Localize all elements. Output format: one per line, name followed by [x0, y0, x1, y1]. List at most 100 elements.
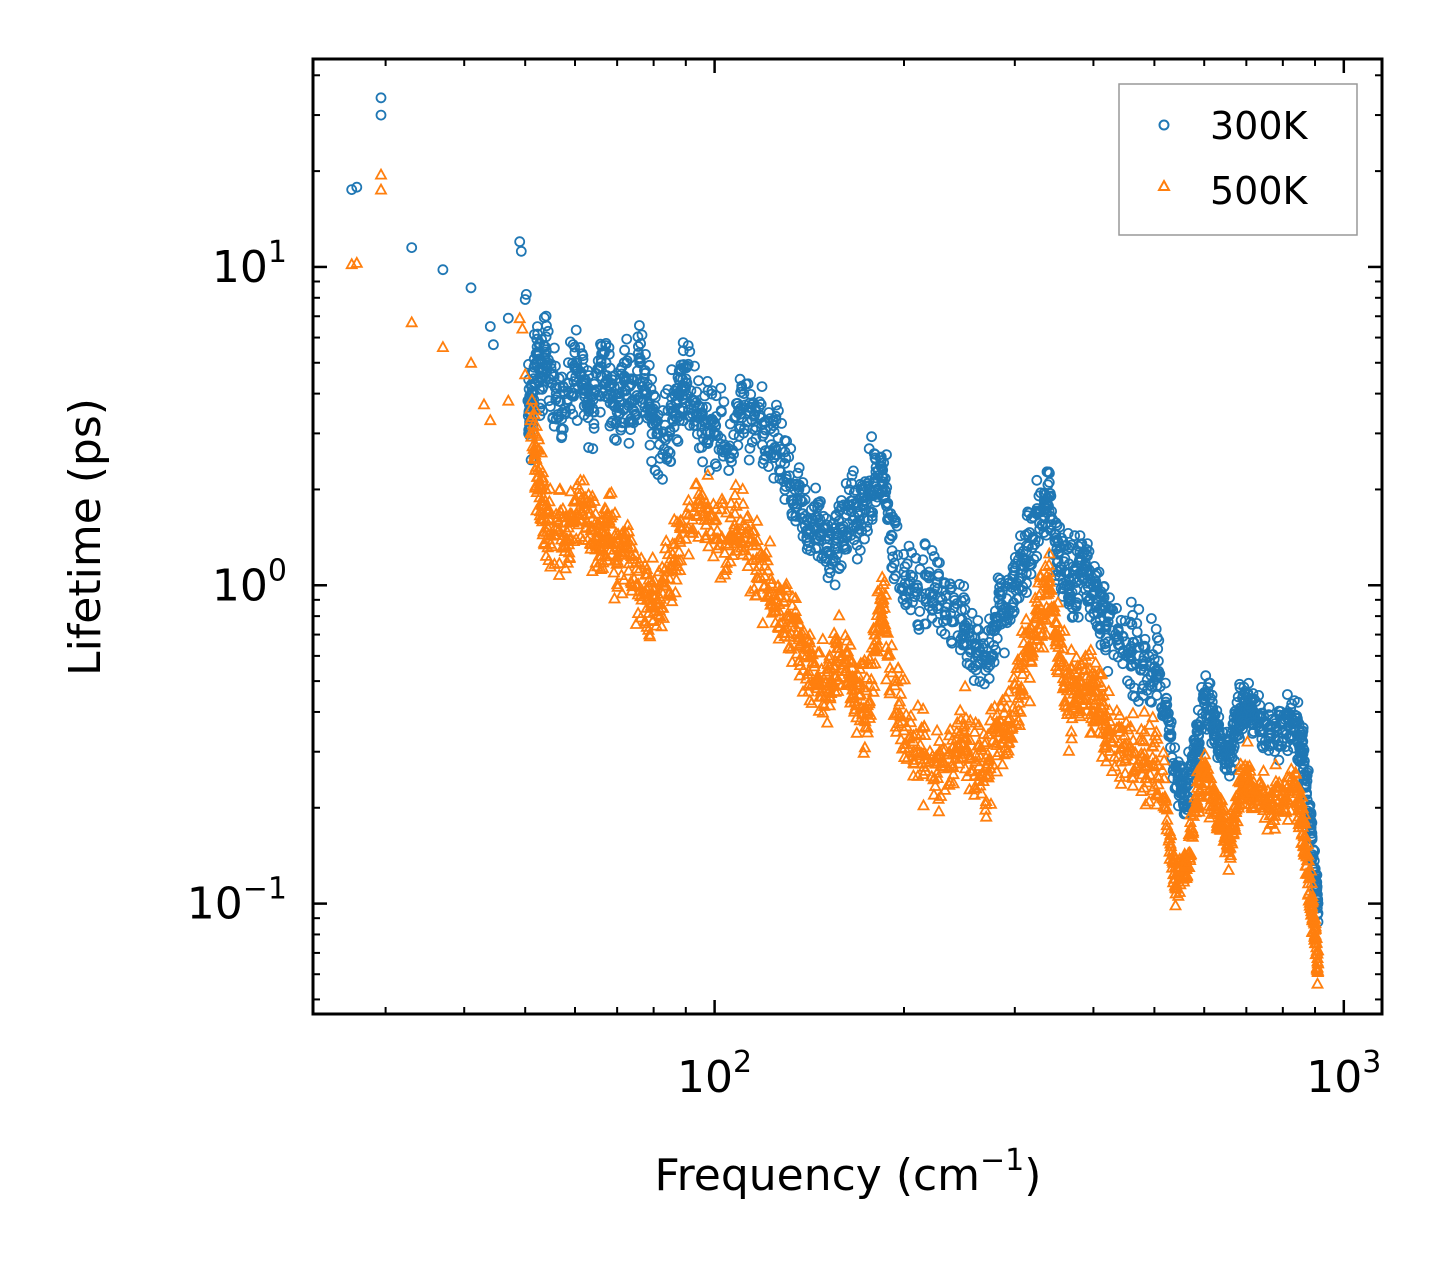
point-300K: [1297, 748, 1309, 760]
point-300K: [961, 617, 973, 629]
point-500K: [646, 550, 660, 563]
point-300K: [1110, 628, 1121, 640]
point-500K: [624, 574, 638, 587]
point-300K: [863, 443, 875, 455]
point-300K: [553, 373, 565, 384]
point-300K: [520, 288, 532, 300]
point-300K: [903, 540, 915, 552]
point-300K: [987, 650, 999, 662]
point-300K: [611, 434, 622, 446]
data-points: [345, 92, 1325, 989]
point-500K: [618, 525, 633, 538]
point-300K: [830, 555, 841, 567]
point-300K: [793, 462, 805, 474]
point-500K: [650, 607, 665, 620]
point-500K: [647, 599, 661, 612]
point-300K: [862, 525, 873, 537]
point-300K: [569, 341, 581, 353]
point-300K: [542, 325, 554, 337]
point-300K: [885, 508, 897, 519]
point-500K: [525, 410, 539, 422]
point-300K: [743, 454, 755, 466]
point-500K: [661, 547, 675, 560]
point-300K: [1213, 711, 1225, 723]
point-500K: [596, 555, 610, 568]
point-300K: [1203, 677, 1215, 689]
point-300K: [1069, 530, 1080, 542]
point-300K: [740, 378, 752, 390]
point-300K: [1043, 505, 1055, 517]
point-300K: [1127, 609, 1139, 621]
point-300K: [578, 409, 590, 421]
point-300K: [1031, 551, 1043, 562]
point-500K: [608, 505, 622, 518]
point-300K: [821, 545, 833, 557]
point-300K: [1002, 607, 1014, 618]
point-500K: [534, 478, 548, 490]
point-300K: [919, 538, 931, 550]
point-300K: [1082, 596, 1094, 607]
point-500K: [529, 402, 543, 415]
point-500K: [579, 521, 593, 533]
point-300K: [1257, 742, 1269, 754]
point-300K: [1164, 730, 1176, 741]
point-300K: [577, 350, 589, 362]
point-300K: [1015, 530, 1026, 542]
point-300K: [801, 535, 813, 546]
point-300K: [864, 475, 875, 487]
point-300K: [973, 642, 985, 653]
point-300K: [710, 390, 722, 402]
point-500K: [600, 553, 614, 565]
point-500K: [542, 494, 556, 507]
point-300K: [1029, 539, 1041, 550]
point-300K: [792, 467, 804, 479]
point-300K: [1044, 467, 1055, 479]
point-300K: [1146, 696, 1157, 708]
point-300K: [912, 619, 924, 630]
point-300K: [1001, 617, 1013, 629]
point-300K: [1226, 752, 1238, 763]
point-300K: [1253, 717, 1265, 729]
point-300K: [1211, 705, 1223, 717]
point-300K: [587, 443, 599, 455]
point-300K: [639, 372, 650, 384]
point-300K: [797, 477, 809, 488]
point-500K: [629, 577, 643, 590]
point-300K: [623, 437, 635, 449]
point-300K: [862, 515, 874, 526]
point-300K: [1124, 616, 1136, 628]
point-300K: [1074, 530, 1086, 541]
point-300K: [1162, 711, 1174, 723]
point-500K: [594, 562, 608, 574]
point-300K: [974, 676, 986, 687]
point-500K: [604, 542, 618, 555]
point-300K: [1193, 737, 1205, 749]
point-300K: [545, 401, 556, 412]
point-300K: [671, 434, 683, 445]
point-300K: [1292, 696, 1304, 708]
point-500K: [530, 419, 544, 431]
point-500K: [545, 539, 559, 552]
y-tick-label-base: 10: [212, 560, 268, 611]
point-300K: [928, 551, 940, 562]
point-300K: [1045, 511, 1057, 522]
point-300K: [1228, 741, 1240, 752]
point-300K: [1243, 677, 1254, 689]
point-500K: [581, 533, 595, 545]
point-300K: [988, 656, 1000, 668]
point-500K: [562, 551, 577, 563]
point-300K: [636, 329, 648, 341]
point-300K: [643, 359, 655, 371]
point-300K: [1237, 715, 1249, 726]
point-500K: [568, 494, 582, 507]
point-300K: [901, 558, 913, 570]
point-300K: [984, 613, 995, 625]
point-300K: [1234, 682, 1246, 693]
point-300K: [626, 373, 637, 385]
point-300K: [437, 264, 449, 276]
point-300K: [351, 181, 363, 193]
point-500K: [572, 482, 586, 494]
point-300K: [1263, 702, 1275, 713]
point-300K: [1081, 590, 1093, 602]
point-300K: [830, 511, 842, 522]
